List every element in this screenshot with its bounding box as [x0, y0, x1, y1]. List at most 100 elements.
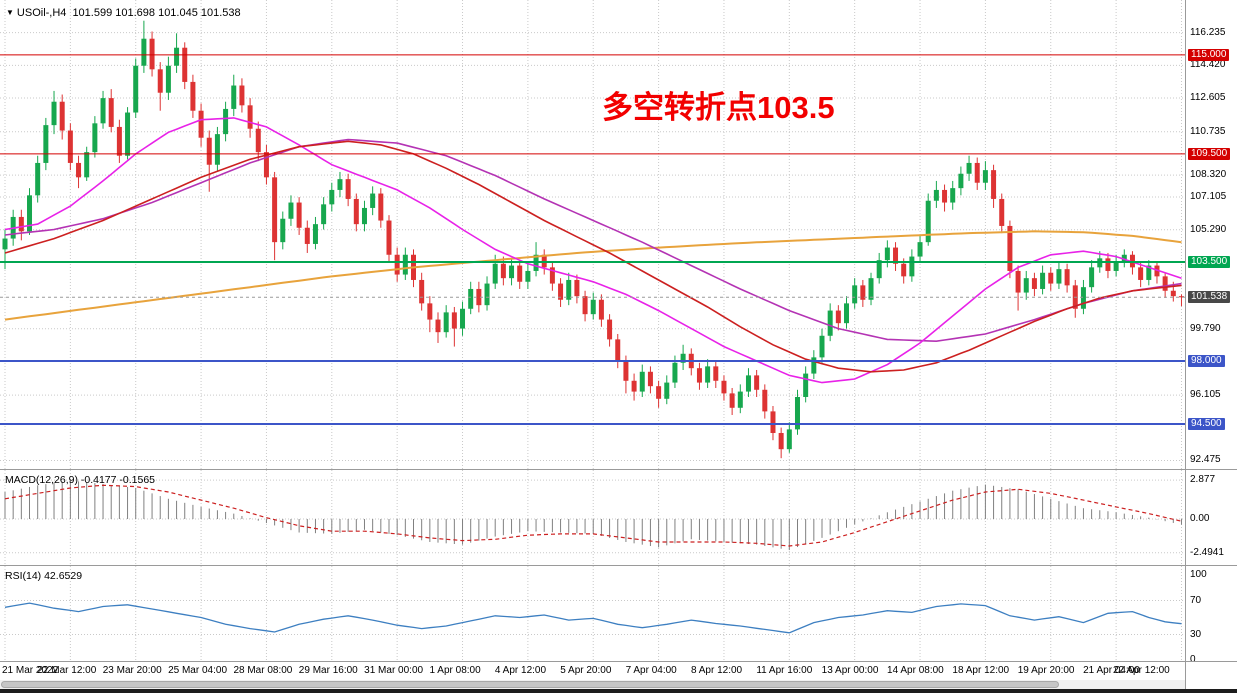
candle-down: [574, 279, 580, 297]
candle-down: [67, 130, 73, 163]
candle-down: [1031, 278, 1037, 289]
price-chart-canvas[interactable]: [0, 0, 1185, 469]
time-axis[interactable]: 21 Mar 2022 22 Mar 12:00 23 Mar 20:00 25 Ma…: [0, 663, 1185, 679]
candle-down: [517, 265, 523, 282]
candle-down: [1048, 272, 1054, 284]
candle-up: [590, 299, 596, 315]
candle-down: [991, 170, 997, 199]
candle-up: [165, 65, 171, 93]
candle-down: [835, 310, 841, 324]
candle-down: [386, 220, 392, 255]
candle-up: [492, 263, 498, 284]
symbol-dropdown-icon[interactable]: ▼: [6, 8, 14, 17]
candle-up: [92, 123, 98, 153]
candle-down: [239, 85, 245, 106]
candle-up: [1089, 267, 1095, 288]
horizontal-scrollbar[interactable]: [0, 680, 1185, 689]
candle-up: [443, 312, 449, 333]
candle-down: [345, 179, 351, 199]
candle-up: [337, 179, 343, 190]
candle-up: [566, 279, 572, 300]
candle-down: [116, 126, 122, 156]
chart-area[interactable]: ▼ USOil-,H4 101.599 101.698 101.045 101.53…: [0, 0, 1185, 693]
candle-up: [223, 108, 229, 135]
candle-down: [696, 368, 702, 383]
candle-down: [18, 216, 24, 232]
candle-down: [778, 432, 784, 450]
candle-down: [378, 193, 384, 221]
ma-orange: [4, 230, 1182, 321]
candle-up: [705, 366, 711, 383]
candle-up: [844, 303, 850, 324]
price-axis[interactable]: 116.235 114.420 112.605 110.735 108.320 107.1…: [1185, 0, 1237, 693]
candle-up: [966, 162, 972, 174]
candle-up: [1121, 254, 1127, 262]
window-bottom-edge: [0, 689, 1237, 693]
candle-up: [312, 224, 318, 244]
candle-down: [247, 105, 253, 129]
axis-tick-label: 114.420: [1190, 59, 1226, 71]
candle-up: [288, 202, 294, 219]
candle-up: [174, 47, 180, 66]
candle-down: [1154, 265, 1160, 277]
axis-tick-label: 100: [1190, 569, 1207, 580]
candle-down: [582, 296, 588, 315]
axis-tick-label: 105.290: [1190, 223, 1227, 235]
candle-down: [762, 389, 768, 412]
candle-up: [811, 357, 817, 374]
candle-down: [893, 247, 899, 264]
time-axis-label: 28 Mar 08:00: [233, 665, 293, 676]
annotation-text: 多空转折点103.5: [602, 90, 835, 125]
time-axis-label: 8 Apr 12:00: [690, 665, 743, 676]
candle-down: [1178, 296, 1184, 298]
ohlc-readout: 101.599 101.698 101.045 101.538: [72, 7, 241, 19]
macd-canvas[interactable]: [0, 470, 1185, 565]
price-badge: 115.000: [1188, 48, 1230, 61]
candle-up: [1040, 272, 1046, 289]
panel-divider[interactable]: [0, 565, 1237, 566]
rsi-canvas[interactable]: [0, 566, 1185, 661]
candle-up: [917, 242, 923, 257]
symbol-timeframe-label: USOil-,H4: [16, 7, 67, 19]
panel-divider: [0, 661, 1237, 662]
candle-down: [974, 162, 980, 183]
macd-signal-line: [4, 484, 1182, 547]
candle-up: [468, 288, 474, 309]
time-axis-label: 13 Apr 00:00: [821, 665, 879, 676]
candle-down: [206, 137, 212, 165]
candle-up: [35, 162, 41, 196]
axis-tick-label: 112.605: [1190, 92, 1226, 104]
time-axis-label: 31 Mar 00:00: [364, 665, 424, 676]
candle-up: [933, 189, 939, 201]
candle-down: [149, 38, 155, 70]
axis-tick-label: 108.320: [1190, 169, 1227, 181]
candle-up: [141, 38, 147, 66]
candle-down: [729, 393, 735, 408]
axis-tick-label: 0: [1190, 653, 1196, 665]
time-axis-label: 21 Apr 04:00: [1083, 665, 1140, 676]
candle-up: [43, 125, 49, 163]
candle-down: [607, 319, 613, 340]
candle-down: [754, 375, 760, 390]
candle-up: [819, 335, 825, 358]
price-badge: 98.000: [1188, 354, 1225, 367]
candle-up: [958, 173, 964, 189]
candle-up: [361, 207, 367, 225]
macd-label: MACD(12,26,9) -0.4177 -0.1565: [5, 474, 155, 486]
time-axis-label: 18 Apr 12:00: [952, 665, 1010, 676]
candle-up: [925, 200, 931, 243]
candle-up: [827, 310, 833, 336]
candle-down: [263, 152, 269, 178]
candle-up: [133, 65, 139, 113]
candle-down: [198, 110, 204, 138]
panel-divider[interactable]: [0, 469, 1237, 470]
scrollbar-handle[interactable]: [1, 681, 1059, 688]
candle-down: [656, 386, 662, 399]
candle-up: [100, 98, 106, 124]
price-badge: 101.538: [1188, 291, 1231, 304]
time-axis-label: 21 Mar 2022: [2, 665, 59, 676]
candle-down: [435, 319, 441, 333]
candle-down: [255, 128, 261, 153]
candle-up: [1080, 287, 1086, 309]
